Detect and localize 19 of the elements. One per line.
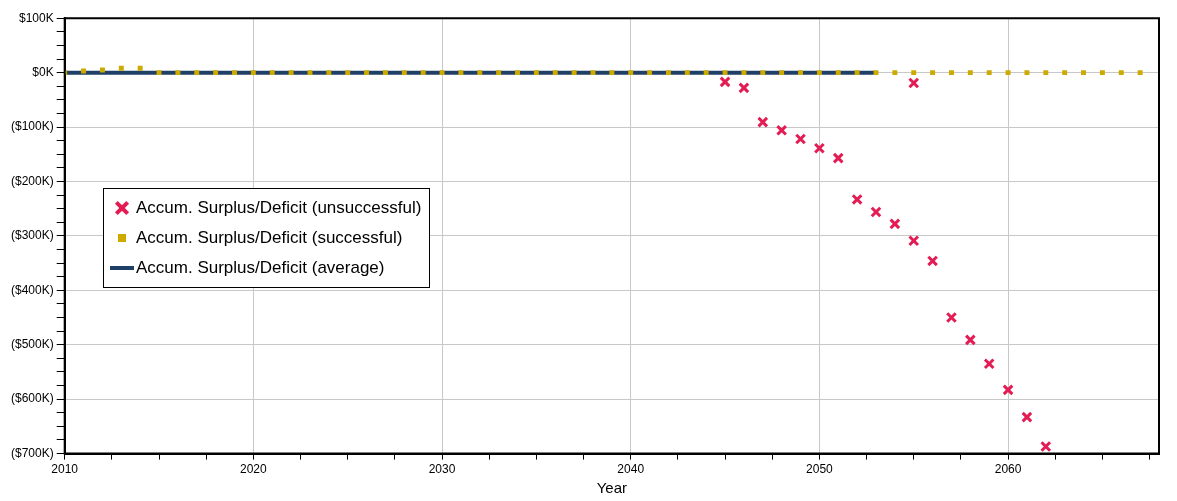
x-tick-label: 2060 <box>994 462 1022 477</box>
y-tick-label: ($400K) <box>10 282 54 297</box>
legend-label: Accum. Surplus/Deficit (successful) <box>136 227 403 249</box>
y-tick-label: $100K <box>18 10 54 25</box>
x-tick-label: 2030 <box>428 462 456 477</box>
y-tick-label: ($700K) <box>10 445 54 460</box>
legend-label: Accum. Surplus/Deficit (unsuccessful) <box>136 197 422 219</box>
y-tick-label: ($100K) <box>10 119 54 134</box>
x-tick-label: 2020 <box>240 462 268 477</box>
x-tick-label: 2040 <box>617 462 645 477</box>
y-tick-label: $0K <box>32 64 54 79</box>
y-tick-label: ($300K) <box>10 228 54 243</box>
y-tick-label: ($600K) <box>10 391 54 406</box>
legend-label: Accum. Surplus/Deficit (average) <box>136 257 385 279</box>
y-tick-label: ($500K) <box>10 337 54 352</box>
x-tick-label: 2010 <box>51 462 79 477</box>
y-tick-label: ($200K) <box>10 173 54 188</box>
x-tick-label: 2050 <box>806 462 834 477</box>
x-axis-title: Year <box>596 479 627 497</box>
